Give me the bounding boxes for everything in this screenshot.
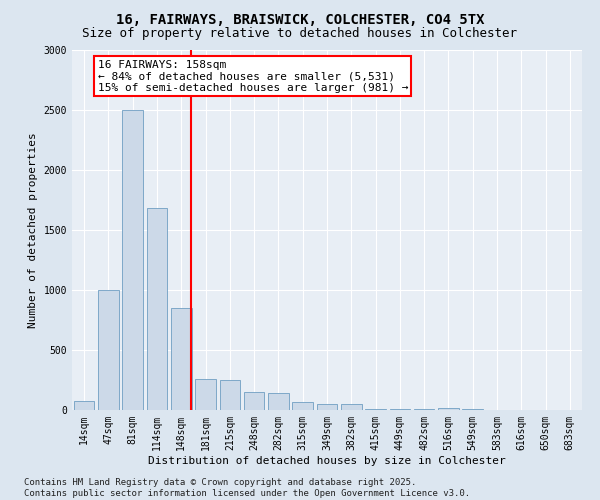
Y-axis label: Number of detached properties: Number of detached properties: [28, 132, 38, 328]
Bar: [317, 404, 337, 410]
Bar: [438, 408, 459, 410]
Bar: [171, 308, 191, 410]
Bar: [98, 290, 119, 410]
Bar: [365, 409, 386, 410]
Bar: [341, 404, 362, 410]
Bar: [195, 379, 216, 410]
Text: 16, FAIRWAYS, BRAISWICK, COLCHESTER, CO4 5TX: 16, FAIRWAYS, BRAISWICK, COLCHESTER, CO4…: [116, 12, 484, 26]
Text: 16 FAIRWAYS: 158sqm
← 84% of detached houses are smaller (5,531)
15% of semi-det: 16 FAIRWAYS: 158sqm ← 84% of detached ho…: [97, 60, 408, 93]
Bar: [146, 208, 167, 410]
Text: Size of property relative to detached houses in Colchester: Size of property relative to detached ho…: [83, 28, 517, 40]
Bar: [220, 380, 240, 410]
Bar: [268, 393, 289, 410]
Bar: [74, 401, 94, 410]
Bar: [122, 110, 143, 410]
Bar: [292, 402, 313, 410]
X-axis label: Distribution of detached houses by size in Colchester: Distribution of detached houses by size …: [148, 456, 506, 466]
Bar: [244, 392, 265, 410]
Text: Contains HM Land Registry data © Crown copyright and database right 2025.
Contai: Contains HM Land Registry data © Crown c…: [24, 478, 470, 498]
